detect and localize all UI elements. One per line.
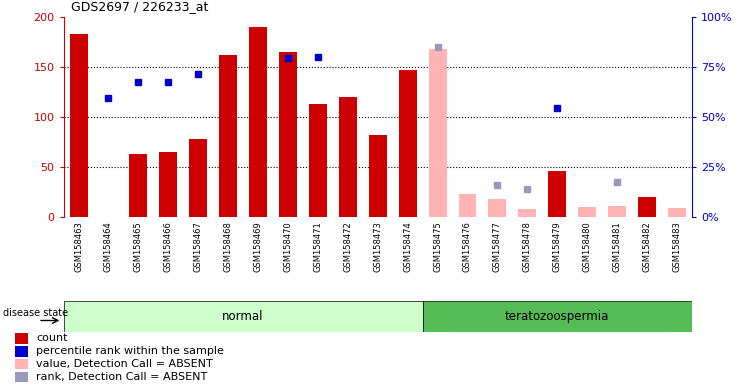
Bar	[488, 199, 506, 217]
Bar	[608, 206, 626, 217]
Text: GSM158476: GSM158476	[463, 221, 472, 272]
Text: GSM158480: GSM158480	[583, 221, 592, 272]
Bar	[159, 152, 177, 217]
Bar	[15, 333, 28, 344]
Text: GSM158469: GSM158469	[254, 221, 263, 272]
Text: GSM158475: GSM158475	[433, 221, 442, 272]
Text: disease state: disease state	[3, 308, 68, 318]
Text: GSM158478: GSM158478	[523, 221, 532, 272]
Bar	[64, 301, 423, 332]
Text: GSM158481: GSM158481	[613, 221, 622, 272]
Text: rank, Detection Call = ABSENT: rank, Detection Call = ABSENT	[36, 372, 207, 382]
Text: GSM158463: GSM158463	[74, 221, 83, 272]
Text: teratozoospermia: teratozoospermia	[505, 310, 610, 323]
Text: GSM158472: GSM158472	[343, 221, 352, 272]
Bar	[429, 49, 447, 217]
Text: GSM158466: GSM158466	[164, 221, 173, 272]
Bar	[339, 97, 357, 217]
Text: GSM158479: GSM158479	[553, 221, 562, 272]
Bar	[189, 139, 207, 217]
Text: GSM158474: GSM158474	[403, 221, 412, 272]
Bar	[15, 359, 28, 369]
Bar	[279, 52, 297, 217]
Text: GDS2697 / 226233_at: GDS2697 / 226233_at	[71, 0, 209, 13]
Text: GSM158464: GSM158464	[104, 221, 113, 272]
Text: GSM158473: GSM158473	[373, 221, 382, 272]
Text: GSM158465: GSM158465	[134, 221, 143, 272]
Bar	[129, 154, 147, 217]
Bar	[423, 301, 692, 332]
Bar	[399, 70, 417, 217]
Text: count: count	[36, 333, 67, 343]
Bar	[369, 135, 387, 217]
Bar	[219, 55, 237, 217]
Text: GSM158482: GSM158482	[643, 221, 652, 272]
Text: percentile rank within the sample: percentile rank within the sample	[36, 346, 224, 356]
Bar	[459, 194, 476, 217]
Text: GSM158470: GSM158470	[283, 221, 292, 272]
Bar	[668, 208, 686, 217]
Text: GSM158483: GSM158483	[672, 221, 681, 272]
Bar	[70, 34, 88, 217]
Text: GSM158477: GSM158477	[493, 221, 502, 272]
Bar	[309, 104, 327, 217]
Text: normal: normal	[222, 310, 264, 323]
Text: GSM158468: GSM158468	[224, 221, 233, 272]
Bar	[249, 27, 267, 217]
Text: GSM158467: GSM158467	[194, 221, 203, 272]
Bar	[15, 346, 28, 356]
Bar	[518, 209, 536, 217]
Bar	[548, 171, 566, 217]
Text: value, Detection Call = ABSENT: value, Detection Call = ABSENT	[36, 359, 212, 369]
Bar	[15, 372, 28, 382]
Bar	[638, 197, 656, 217]
Bar	[578, 207, 596, 217]
Text: GSM158471: GSM158471	[313, 221, 322, 272]
